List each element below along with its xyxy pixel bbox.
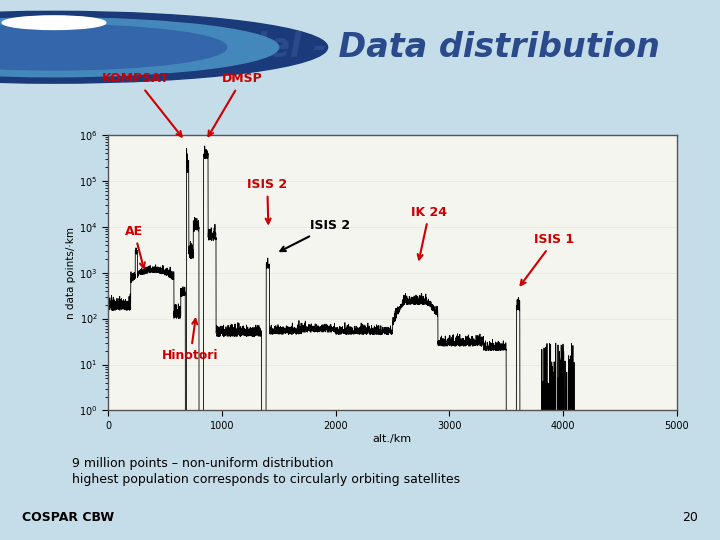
Circle shape (0, 11, 328, 83)
Circle shape (0, 18, 279, 77)
Text: IK 24: IK 24 (411, 206, 447, 259)
Circle shape (2, 16, 106, 30)
Text: Te model - Data distribution: Te model - Data distribution (132, 31, 660, 64)
Text: highest population corresponds to circularly orbiting satellites: highest population corresponds to circul… (72, 473, 460, 487)
Text: AE: AE (125, 225, 145, 268)
Text: KOMPSAT: KOMPSAT (102, 72, 181, 137)
Text: ISIS 2: ISIS 2 (280, 219, 350, 251)
Text: ISIS 2: ISIS 2 (247, 178, 287, 224)
Text: ISIS 1: ISIS 1 (521, 233, 575, 285)
Text: COSPAR CBW: COSPAR CBW (22, 511, 114, 524)
Text: 20: 20 (683, 511, 698, 524)
Text: Hinotori: Hinotori (162, 319, 219, 362)
X-axis label: alt./km: alt./km (373, 434, 412, 443)
Text: DMSP: DMSP (208, 72, 263, 136)
Text: 9 million points – non-uniform distribution: 9 million points – non-uniform distribut… (72, 457, 333, 470)
Circle shape (0, 25, 227, 70)
Y-axis label: n data points/·km: n data points/·km (66, 227, 76, 319)
